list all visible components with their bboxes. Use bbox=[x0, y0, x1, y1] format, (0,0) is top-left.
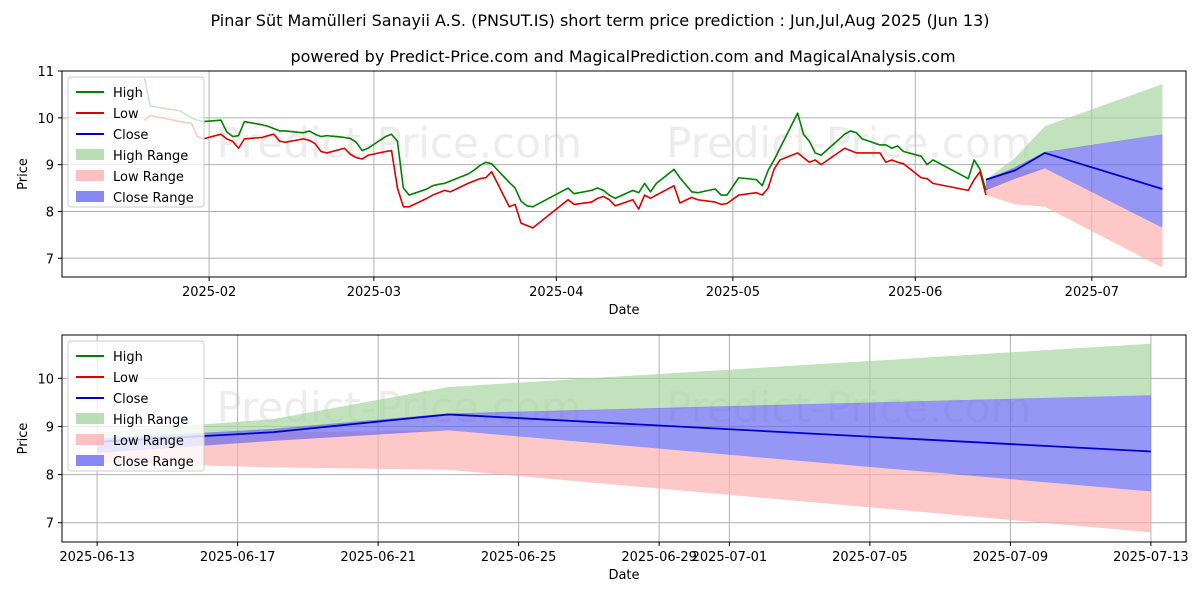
x-tick-label: 2025-06-21 bbox=[340, 550, 416, 565]
low-range-band bbox=[985, 168, 1163, 268]
x-tick-label: 2025-02 bbox=[182, 285, 236, 300]
low-series-line bbox=[143, 114, 987, 229]
x-tick-label: 2025-06 bbox=[888, 285, 942, 300]
x-tick-label: 2025-07-05 bbox=[832, 550, 908, 565]
x-tick-label: 2025-04 bbox=[529, 285, 583, 300]
chart-subtitle: powered by Predict-Price.com and Magical… bbox=[290, 47, 955, 66]
low-range-band bbox=[97, 430, 1151, 533]
x-tick-label: 2025-07-01 bbox=[692, 550, 768, 565]
legend-swatch bbox=[76, 434, 104, 445]
x-tick-label: 2025-07 bbox=[1065, 285, 1119, 300]
close-range-band bbox=[985, 134, 1163, 228]
axes-frame bbox=[61, 334, 1187, 543]
y-tick-label: 10 bbox=[37, 372, 54, 387]
y-tick-label: 9 bbox=[46, 420, 54, 435]
legend: High Low Close High Range Low Range Close Ran… bbox=[67, 340, 205, 472]
legend-label: High Range bbox=[113, 413, 188, 428]
close-series-line bbox=[985, 151, 1163, 190]
legend-swatch bbox=[76, 455, 104, 466]
x-tick-label: 2025-05 bbox=[706, 285, 760, 300]
legend-swatch bbox=[76, 191, 104, 202]
x-axis-label: Date bbox=[608, 303, 639, 318]
y-tick-label: 11 bbox=[37, 65, 54, 80]
bottom-panel: Predict-Price.comPredict-Price.com2025-0… bbox=[16, 334, 1189, 583]
y-axis-label: Price bbox=[16, 158, 31, 190]
close-range-band bbox=[97, 395, 1151, 492]
legend-swatch bbox=[76, 413, 104, 424]
x-tick-label: 2025-03 bbox=[347, 285, 401, 300]
legend-label: Low bbox=[113, 371, 139, 386]
x-tick-label: 2025-07-13 bbox=[1113, 550, 1189, 565]
y-axis-label: Price bbox=[16, 423, 31, 455]
legend-label: Close bbox=[113, 128, 148, 143]
x-tick-label: 2025-07-09 bbox=[973, 550, 1049, 565]
y-tick-label: 9 bbox=[46, 159, 54, 174]
legend-label: Close bbox=[113, 392, 148, 407]
legend-label: High bbox=[113, 86, 143, 101]
x-tick-label: 2025-06-13 bbox=[59, 550, 135, 565]
legend-label: High bbox=[113, 350, 143, 365]
legend-label: High Range bbox=[113, 149, 188, 164]
legend-label: Close Range bbox=[113, 191, 194, 206]
legend-label: Low Range bbox=[113, 170, 184, 185]
legend-label: Low Range bbox=[113, 434, 184, 449]
y-tick-label: 10 bbox=[37, 112, 54, 127]
y-tick-label: 8 bbox=[46, 205, 54, 220]
top-panel: Predict-Price.com Predict-Price.com2025-0… bbox=[16, 65, 1187, 318]
legend-swatch bbox=[76, 170, 104, 181]
x-tick-label: 2025-06-17 bbox=[200, 550, 276, 565]
y-tick-label: 8 bbox=[46, 469, 54, 484]
chart-title: Pinar Süt Mamülleri Sanayii A.S. (PNSUT.… bbox=[210, 11, 989, 30]
y-tick-label: 7 bbox=[46, 517, 54, 532]
high-series-line bbox=[143, 77, 987, 208]
legend-label: Low bbox=[113, 107, 139, 122]
legend: High Low Close High Range Low Range Close Ran… bbox=[67, 76, 205, 208]
watermark-text: Predict-Price.com bbox=[666, 119, 1031, 168]
axes-frame bbox=[61, 70, 1187, 278]
x-tick-label: 2025-06-25 bbox=[481, 550, 557, 565]
legend-label: Close Range bbox=[113, 455, 194, 470]
x-tick-label: 2025-06-29 bbox=[621, 550, 697, 565]
x-axis-label: Date bbox=[608, 568, 639, 583]
y-tick-label: 7 bbox=[46, 252, 54, 267]
legend-swatch bbox=[76, 149, 104, 160]
